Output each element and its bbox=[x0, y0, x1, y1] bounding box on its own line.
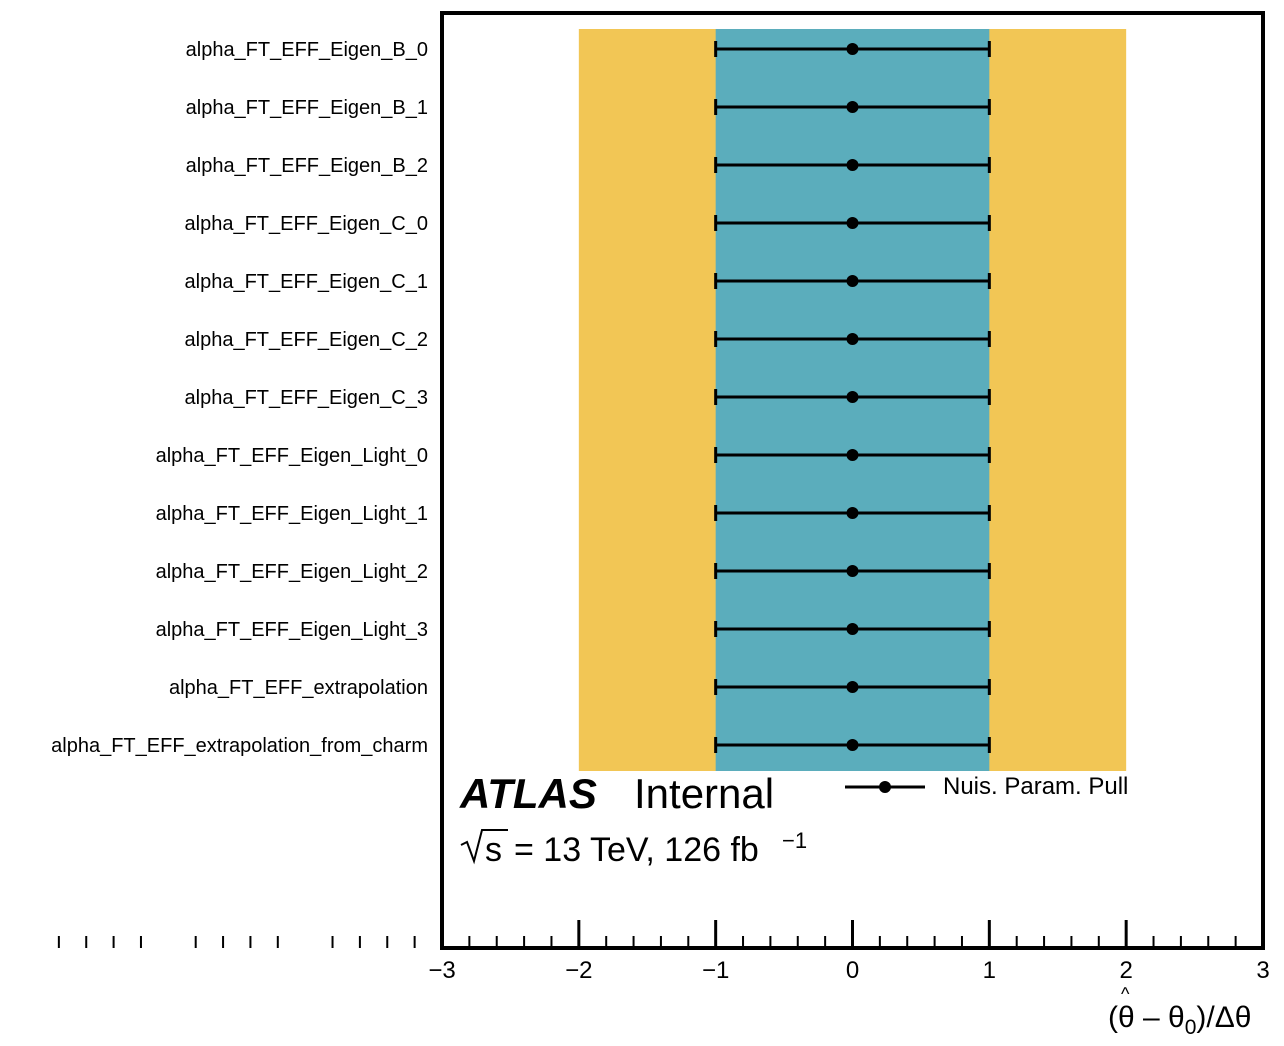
pull-marker bbox=[846, 43, 859, 55]
legend: Nuis. Param. Pull bbox=[845, 773, 1128, 800]
sqrt-symbol bbox=[460, 829, 508, 865]
pull-marker bbox=[846, 217, 859, 229]
pull-marker bbox=[846, 507, 859, 519]
nuisance-parameter-labels: alpha_FT_EFF_Eigen_B_0 alpha_FT_EFF_Eigen… bbox=[51, 39, 428, 757]
legend-marker bbox=[879, 781, 891, 793]
pull-marker bbox=[846, 159, 859, 171]
nuisance-parameter-label: alpha_FT_EFF_Eigen_C_0 bbox=[185, 213, 428, 235]
atlas-label: ATLAS bbox=[459, 770, 597, 817]
energy-lumi-text: = 13 TeV, 126 fb bbox=[514, 831, 759, 869]
nuisance-parameter-label: alpha_FT_EFF_extrapolation bbox=[169, 677, 428, 699]
nuisance-parameter-label: alpha_FT_EFF_Eigen_B_2 bbox=[186, 155, 428, 177]
nuisance-parameter-label: alpha_FT_EFF_Eigen_C_3 bbox=[185, 387, 428, 409]
x-tick-label: −1 bbox=[702, 957, 729, 984]
x-tick-label: 0 bbox=[846, 957, 859, 984]
theta-hat-accent: ^ bbox=[1121, 984, 1130, 1004]
legend-label: Nuis. Param. Pull bbox=[943, 773, 1128, 800]
nuisance-parameter-label: alpha_FT_EFF_Eigen_Light_2 bbox=[156, 561, 428, 583]
nuisance-parameter-label: alpha_FT_EFF_Eigen_Light_3 bbox=[156, 619, 428, 641]
pull-marker bbox=[846, 449, 859, 461]
energy-lumi-label: s = 13 TeV, 126 fb −1 bbox=[460, 828, 807, 869]
x-tick-label: −3 bbox=[428, 957, 455, 984]
nuisance-parameter-label: alpha_FT_EFF_Eigen_C_2 bbox=[185, 329, 428, 351]
pull-rows bbox=[714, 41, 991, 753]
pull-marker bbox=[846, 739, 859, 751]
x-tick-label: −2 bbox=[565, 957, 592, 984]
x-tick-label: 1 bbox=[983, 957, 996, 984]
nuisance-parameter-label: alpha_FT_EFF_Eigen_Light_1 bbox=[156, 503, 428, 525]
x-axis-title-text: (θ – θ0)/Δθ bbox=[1108, 1001, 1251, 1039]
nuisance-parameter-label: alpha_FT_EFF_Eigen_B_0 bbox=[186, 39, 428, 61]
pull-marker bbox=[846, 333, 859, 345]
pull-marker bbox=[846, 101, 859, 113]
lumi-exponent: −1 bbox=[782, 828, 807, 853]
x-tick-label: 2 bbox=[1119, 957, 1132, 984]
sqrt-s-variable: s bbox=[485, 831, 502, 869]
pull-marker bbox=[846, 391, 859, 403]
pull-marker bbox=[846, 623, 859, 635]
x-axis: −3 −2 −1 0 1 2 3 bbox=[57, 920, 1270, 984]
nuisance-parameter-label: alpha_FT_EFF_Eigen_Light_0 bbox=[156, 445, 428, 467]
nuisance-parameter-label: alpha_FT_EFF_Eigen_B_1 bbox=[186, 97, 428, 119]
nuisance-parameter-label: alpha_FT_EFF_extrapolation_from_charm bbox=[51, 735, 428, 757]
internal-label: Internal bbox=[634, 770, 774, 817]
pull-marker bbox=[846, 681, 859, 693]
x-axis-title: (θ – θ0)/Δθ ^ bbox=[1108, 984, 1251, 1039]
x-tick-label: 3 bbox=[1256, 957, 1269, 984]
pull-marker bbox=[846, 565, 859, 577]
nuisance-parameter-label: alpha_FT_EFF_Eigen_C_1 bbox=[185, 271, 428, 293]
pull-marker bbox=[846, 275, 859, 287]
